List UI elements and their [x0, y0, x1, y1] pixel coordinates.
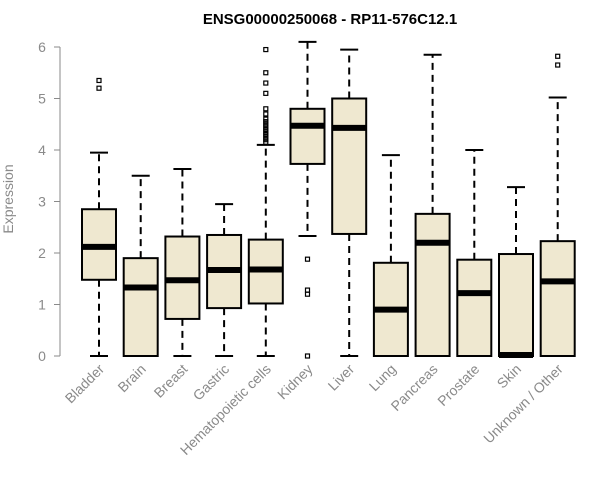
- box-liver: [331, 48, 368, 357]
- y-tick-label: 6: [38, 39, 46, 55]
- y-axis-label: Expression: [0, 164, 16, 233]
- iqr-box: [456, 258, 493, 358]
- iqr-box: [498, 253, 534, 357]
- outlier-point: [304, 291, 311, 297]
- outlier-point: [263, 70, 269, 76]
- box-skin: [498, 186, 534, 358]
- box-prostate: [456, 149, 493, 358]
- box-bladder: [81, 77, 117, 357]
- x-tick-label: Liver: [325, 361, 358, 394]
- outlier-point: [263, 106, 269, 112]
- outlier-point: [263, 80, 269, 86]
- outlier-point: [304, 353, 311, 359]
- x-tick-label: Breast: [151, 361, 191, 401]
- box-gastric: [206, 203, 243, 357]
- outlier-point: [263, 116, 269, 122]
- outlier-point: [555, 53, 561, 59]
- y-tick-label: 4: [38, 142, 46, 158]
- y-tick-label: 5: [38, 91, 46, 107]
- iqr-box: [122, 257, 159, 357]
- iqr-box: [331, 97, 368, 235]
- y-axis: 0 1 2 3 4 5 6: [38, 39, 61, 364]
- outlier-point: [96, 77, 102, 84]
- x-tick-label: Lung: [366, 361, 399, 394]
- box-hematopoietic-cells: [247, 46, 284, 357]
- box-kidney: [289, 40, 326, 359]
- outlier-point: [263, 111, 269, 117]
- box-brain: [122, 174, 159, 357]
- boxes: [81, 40, 576, 359]
- outlier-point: [263, 90, 269, 96]
- box-lung: [372, 154, 409, 357]
- outlier-point: [304, 287, 311, 293]
- y-tick-label: 1: [38, 297, 46, 313]
- box-pancreas: [414, 53, 451, 357]
- box-unknown-other: [539, 53, 576, 357]
- x-tick-label: Prostate: [434, 361, 482, 409]
- x-tick-label: Skin: [494, 361, 525, 392]
- y-tick-label: 3: [38, 194, 46, 210]
- x-tick-label: Unknown / Other: [480, 361, 566, 447]
- outlier-point: [263, 46, 269, 53]
- chart-title: ENSG00000250068 - RP11-576C12.1: [203, 11, 457, 28]
- outlier-point: [304, 256, 311, 262]
- x-tick-label: Brain: [114, 361, 148, 395]
- box-breast: [164, 168, 201, 357]
- outlier-point: [96, 85, 102, 91]
- x-tick-label: Kidney: [274, 361, 316, 403]
- outlier-point: [555, 62, 561, 68]
- iqr-box: [539, 240, 576, 357]
- y-tick-label: 0: [38, 348, 46, 364]
- iqr-box: [414, 212, 451, 357]
- y-tick-label: 2: [38, 245, 46, 261]
- iqr-box: [289, 107, 326, 165]
- x-tick-label: Bladder: [62, 361, 108, 407]
